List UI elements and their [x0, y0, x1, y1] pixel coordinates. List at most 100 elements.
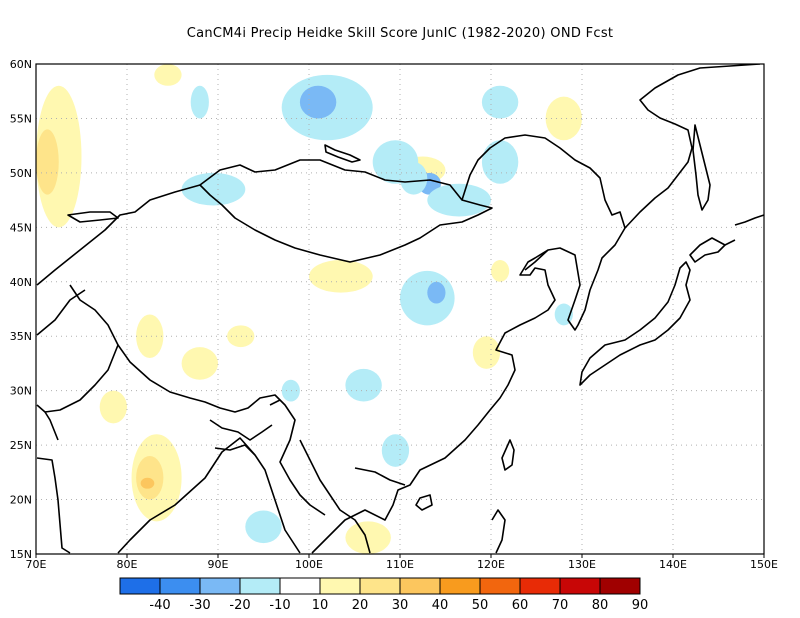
- lon-tick-label: 110E: [386, 558, 414, 571]
- colorbar-swatch: [479, 577, 521, 595]
- lon-tick-labels: 70E 80E 90E 100E 110E 120E 130E 140E 150E: [26, 554, 778, 571]
- border-afghanistan: [36, 289, 86, 336]
- colorbar-swatch: [359, 577, 401, 595]
- border-pakistan: [44, 284, 119, 413]
- lat-tick-label: 50N: [10, 167, 32, 180]
- coastlines-borders: [36, 64, 764, 554]
- border-china-korea: [524, 249, 549, 271]
- island-kuril: [724, 239, 736, 246]
- colorbar-swatch: [319, 577, 361, 595]
- lake-balkhash: [67, 211, 119, 223]
- colorbar-label: -20: [229, 598, 250, 613]
- lat-tick-label: 40N: [10, 276, 32, 289]
- lat-tick-label: 30N: [10, 385, 32, 398]
- colorbar-label: 80: [592, 598, 609, 613]
- lon-tick-label: 150E: [750, 558, 778, 571]
- border-china-russia-ne: [461, 134, 626, 229]
- lat-tick-label: 45N: [10, 221, 32, 234]
- colorbar-swatch: [439, 577, 481, 595]
- lon-tick-label: 130E: [568, 558, 596, 571]
- skill-region: [400, 270, 455, 326]
- skill-region: [136, 314, 164, 358]
- colorbar-label: 30: [392, 598, 409, 613]
- coastline-sakhalin: [692, 124, 711, 211]
- coastline-india: [36, 404, 59, 441]
- skill-region: [491, 260, 510, 282]
- skill-region: [481, 85, 519, 119]
- lat-tick-label: 60N: [10, 58, 32, 71]
- skill-region: [427, 281, 446, 304]
- skill-region: [140, 477, 155, 489]
- border-himalaya: [117, 344, 326, 516]
- skill-region: [345, 368, 382, 402]
- border-myanmar: [299, 439, 371, 554]
- lat-tick-labels: 15N 20N 25N 30N 35N 40N 45N 50N 55N 60N: [10, 58, 32, 561]
- skill-region: [545, 96, 582, 141]
- coastline-asia: [36, 64, 761, 554]
- lon-tick-label: 70E: [26, 558, 47, 571]
- colorbar-swatch: [279, 577, 321, 595]
- colorbar-swatch: [559, 577, 601, 595]
- skill-region: [154, 64, 182, 86]
- skill-region: [181, 347, 218, 380]
- skill-region: [299, 85, 337, 119]
- colorbar-label: 50: [472, 598, 489, 613]
- coastline-japan: [579, 261, 691, 386]
- skill-region: [136, 456, 164, 500]
- lat-tick-label: 55N: [10, 112, 32, 125]
- lon-tick-label: 120E: [477, 558, 505, 571]
- border-nepal: [209, 419, 273, 441]
- coastline-hokkaido: [689, 237, 726, 263]
- border-bangla: [214, 444, 256, 456]
- colorbar-label: -40: [149, 598, 170, 613]
- colorbar-swatch: [399, 577, 441, 595]
- skill-region: [381, 434, 410, 467]
- coastline-taiwan: [501, 439, 515, 471]
- lon-tick-label: 140E: [659, 558, 687, 571]
- coastline-kamchatka: [734, 214, 764, 226]
- colorbar-label: 20: [352, 598, 369, 613]
- colorbar-label: 40: [432, 598, 449, 613]
- coastline-hainan: [415, 494, 433, 511]
- colorbar-swatch: [199, 577, 241, 595]
- skill-region: [190, 85, 209, 119]
- colorbar-label: -30: [189, 598, 210, 613]
- skill-region: [309, 260, 373, 293]
- lat-tick-label: 15N: [10, 548, 32, 561]
- skill-region: [245, 510, 282, 544]
- skill-region: [345, 521, 391, 554]
- skill-region: [400, 162, 428, 195]
- skill-region: [227, 325, 255, 348]
- colorbar-swatch: [519, 577, 561, 595]
- lon-tick-label: 100E: [295, 558, 323, 571]
- colorbar-label: 10: [312, 598, 329, 613]
- skill-region: [281, 379, 300, 402]
- lat-tick-label: 35N: [10, 330, 32, 343]
- border-mongolia: [199, 159, 493, 263]
- colorbar-label: 60: [512, 598, 529, 613]
- colorbar-label: -10: [269, 598, 290, 613]
- colorbar-label: 70: [552, 598, 569, 613]
- lat-tick-label: 25N: [10, 439, 32, 452]
- colorbar-swatch: [159, 577, 201, 595]
- colorbar-swatch: [239, 577, 281, 595]
- skill-region: [99, 390, 127, 424]
- skill-region: [427, 183, 491, 217]
- skill-field: [36, 64, 582, 554]
- skill-region: [181, 172, 246, 206]
- colorbar-label: 90: [632, 598, 649, 613]
- skill-region: [36, 129, 59, 195]
- border-india-china-e: [269, 399, 281, 406]
- border-laos: [354, 467, 406, 486]
- colorbar-swatch: [119, 577, 161, 595]
- skill-region: [472, 336, 501, 369]
- page-title: CanCM4i Precip Heidke Skill Score JunIC …: [186, 26, 614, 41]
- colorbar: -40 -30 -20 -10 10 20 30 40 50 60 70 80 90: [119, 577, 649, 613]
- coastline-luzon: [491, 509, 506, 554]
- lake-baikal: [324, 144, 361, 163]
- colorbar-swatch: [599, 577, 641, 595]
- border-kazakh: [36, 184, 201, 286]
- lat-tick-label: 20N: [10, 494, 32, 507]
- lon-tick-label: 80E: [117, 558, 138, 571]
